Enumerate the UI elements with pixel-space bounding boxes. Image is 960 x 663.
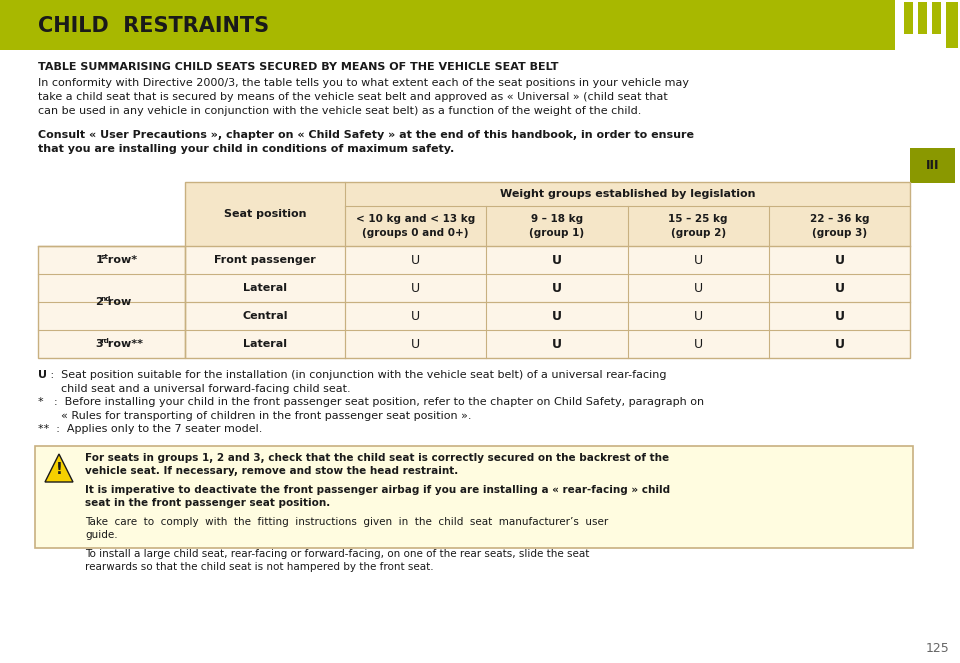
Bar <box>185 182 910 358</box>
Text: *: * <box>38 397 43 407</box>
Text: U: U <box>693 253 703 267</box>
Text: Weight groups established by legislation: Weight groups established by legislation <box>500 189 756 199</box>
Text: U: U <box>834 282 845 294</box>
Text: It is imperative to deactivate the front passenger airbag if you are installing : It is imperative to deactivate the front… <box>85 485 670 509</box>
Text: 3: 3 <box>95 339 103 349</box>
Text: U: U <box>834 337 845 351</box>
Text: nd: nd <box>100 296 110 302</box>
Text: U: U <box>411 310 420 322</box>
Text: U: U <box>552 253 562 267</box>
Polygon shape <box>45 454 73 482</box>
Bar <box>38 330 910 358</box>
Bar <box>38 246 185 358</box>
Text: row*: row* <box>104 255 137 265</box>
Text: 9 – 18 kg
(group 1): 9 – 18 kg (group 1) <box>529 214 585 237</box>
Text: rd: rd <box>100 338 109 344</box>
Text: 1: 1 <box>95 255 104 265</box>
Text: U: U <box>693 282 703 294</box>
Bar <box>0 0 958 50</box>
Text: CHILD  RESTRAINTS: CHILD RESTRAINTS <box>38 16 269 36</box>
Text: **  :  Applies only to the 7 seater model.: ** : Applies only to the 7 seater model. <box>38 424 262 434</box>
Bar <box>904 2 913 34</box>
Text: row**: row** <box>104 339 143 349</box>
Text: Front passenger: Front passenger <box>214 255 316 265</box>
Text: :  Seat position suitable for the installation (in conjunction with the vehicle : : Seat position suitable for the install… <box>47 370 666 394</box>
Text: U: U <box>834 253 845 267</box>
Text: TABLE SUMMARISING CHILD SEATS SECURED BY MEANS OF THE VEHICLE SEAT BELT: TABLE SUMMARISING CHILD SEATS SECURED BY… <box>38 62 559 72</box>
Bar <box>895 0 960 50</box>
Bar <box>918 2 927 34</box>
Text: < 10 kg and < 13 kg
(groups 0 and 0+): < 10 kg and < 13 kg (groups 0 and 0+) <box>356 214 475 237</box>
Text: Consult « User Precautions », chapter on « Child Safety » at the end of this han: Consult « User Precautions », chapter on… <box>38 130 694 154</box>
Text: 2: 2 <box>95 297 104 307</box>
Text: 22 – 36 kg
(group 3): 22 – 36 kg (group 3) <box>809 214 869 237</box>
Text: U: U <box>693 310 703 322</box>
Text: Lateral: Lateral <box>243 283 287 293</box>
Bar <box>38 274 910 302</box>
Text: U: U <box>411 282 420 294</box>
Text: !: ! <box>56 462 62 477</box>
Text: For seats in groups 1, 2 and 3, check that the child seat is correctly secured o: For seats in groups 1, 2 and 3, check th… <box>85 453 669 476</box>
Text: To install a large child seat, rear-facing or forward-facing, on one of the rear: To install a large child seat, rear-faci… <box>85 549 589 572</box>
Text: st: st <box>100 254 108 260</box>
Text: U: U <box>38 370 47 380</box>
Bar <box>38 302 910 330</box>
Bar <box>946 2 958 48</box>
Text: row: row <box>104 297 132 307</box>
Text: :  Before installing your child in the front passenger seat position, refer to t: : Before installing your child in the fr… <box>47 397 704 421</box>
Text: Take  care  to  comply  with  the  fitting  instructions  given  in  the  child : Take care to comply with the fitting ins… <box>85 517 609 540</box>
Bar <box>932 2 941 34</box>
Text: III: III <box>925 159 939 172</box>
Text: U: U <box>411 337 420 351</box>
Text: U: U <box>552 310 562 322</box>
Text: U: U <box>693 337 703 351</box>
Text: Lateral: Lateral <box>243 339 287 349</box>
Bar <box>910 148 955 183</box>
Text: Seat position: Seat position <box>224 209 306 219</box>
Text: U: U <box>552 282 562 294</box>
Text: 15 – 25 kg
(group 2): 15 – 25 kg (group 2) <box>668 214 728 237</box>
Bar <box>185 182 910 246</box>
Text: In conformity with Directive 2000/3, the table tells you to what extent each of : In conformity with Directive 2000/3, the… <box>38 78 689 116</box>
Bar <box>38 246 910 274</box>
Text: U: U <box>552 337 562 351</box>
Bar <box>35 446 913 548</box>
Text: Central: Central <box>242 311 288 321</box>
Text: U: U <box>834 310 845 322</box>
Text: U: U <box>411 253 420 267</box>
Text: 125: 125 <box>926 642 949 654</box>
